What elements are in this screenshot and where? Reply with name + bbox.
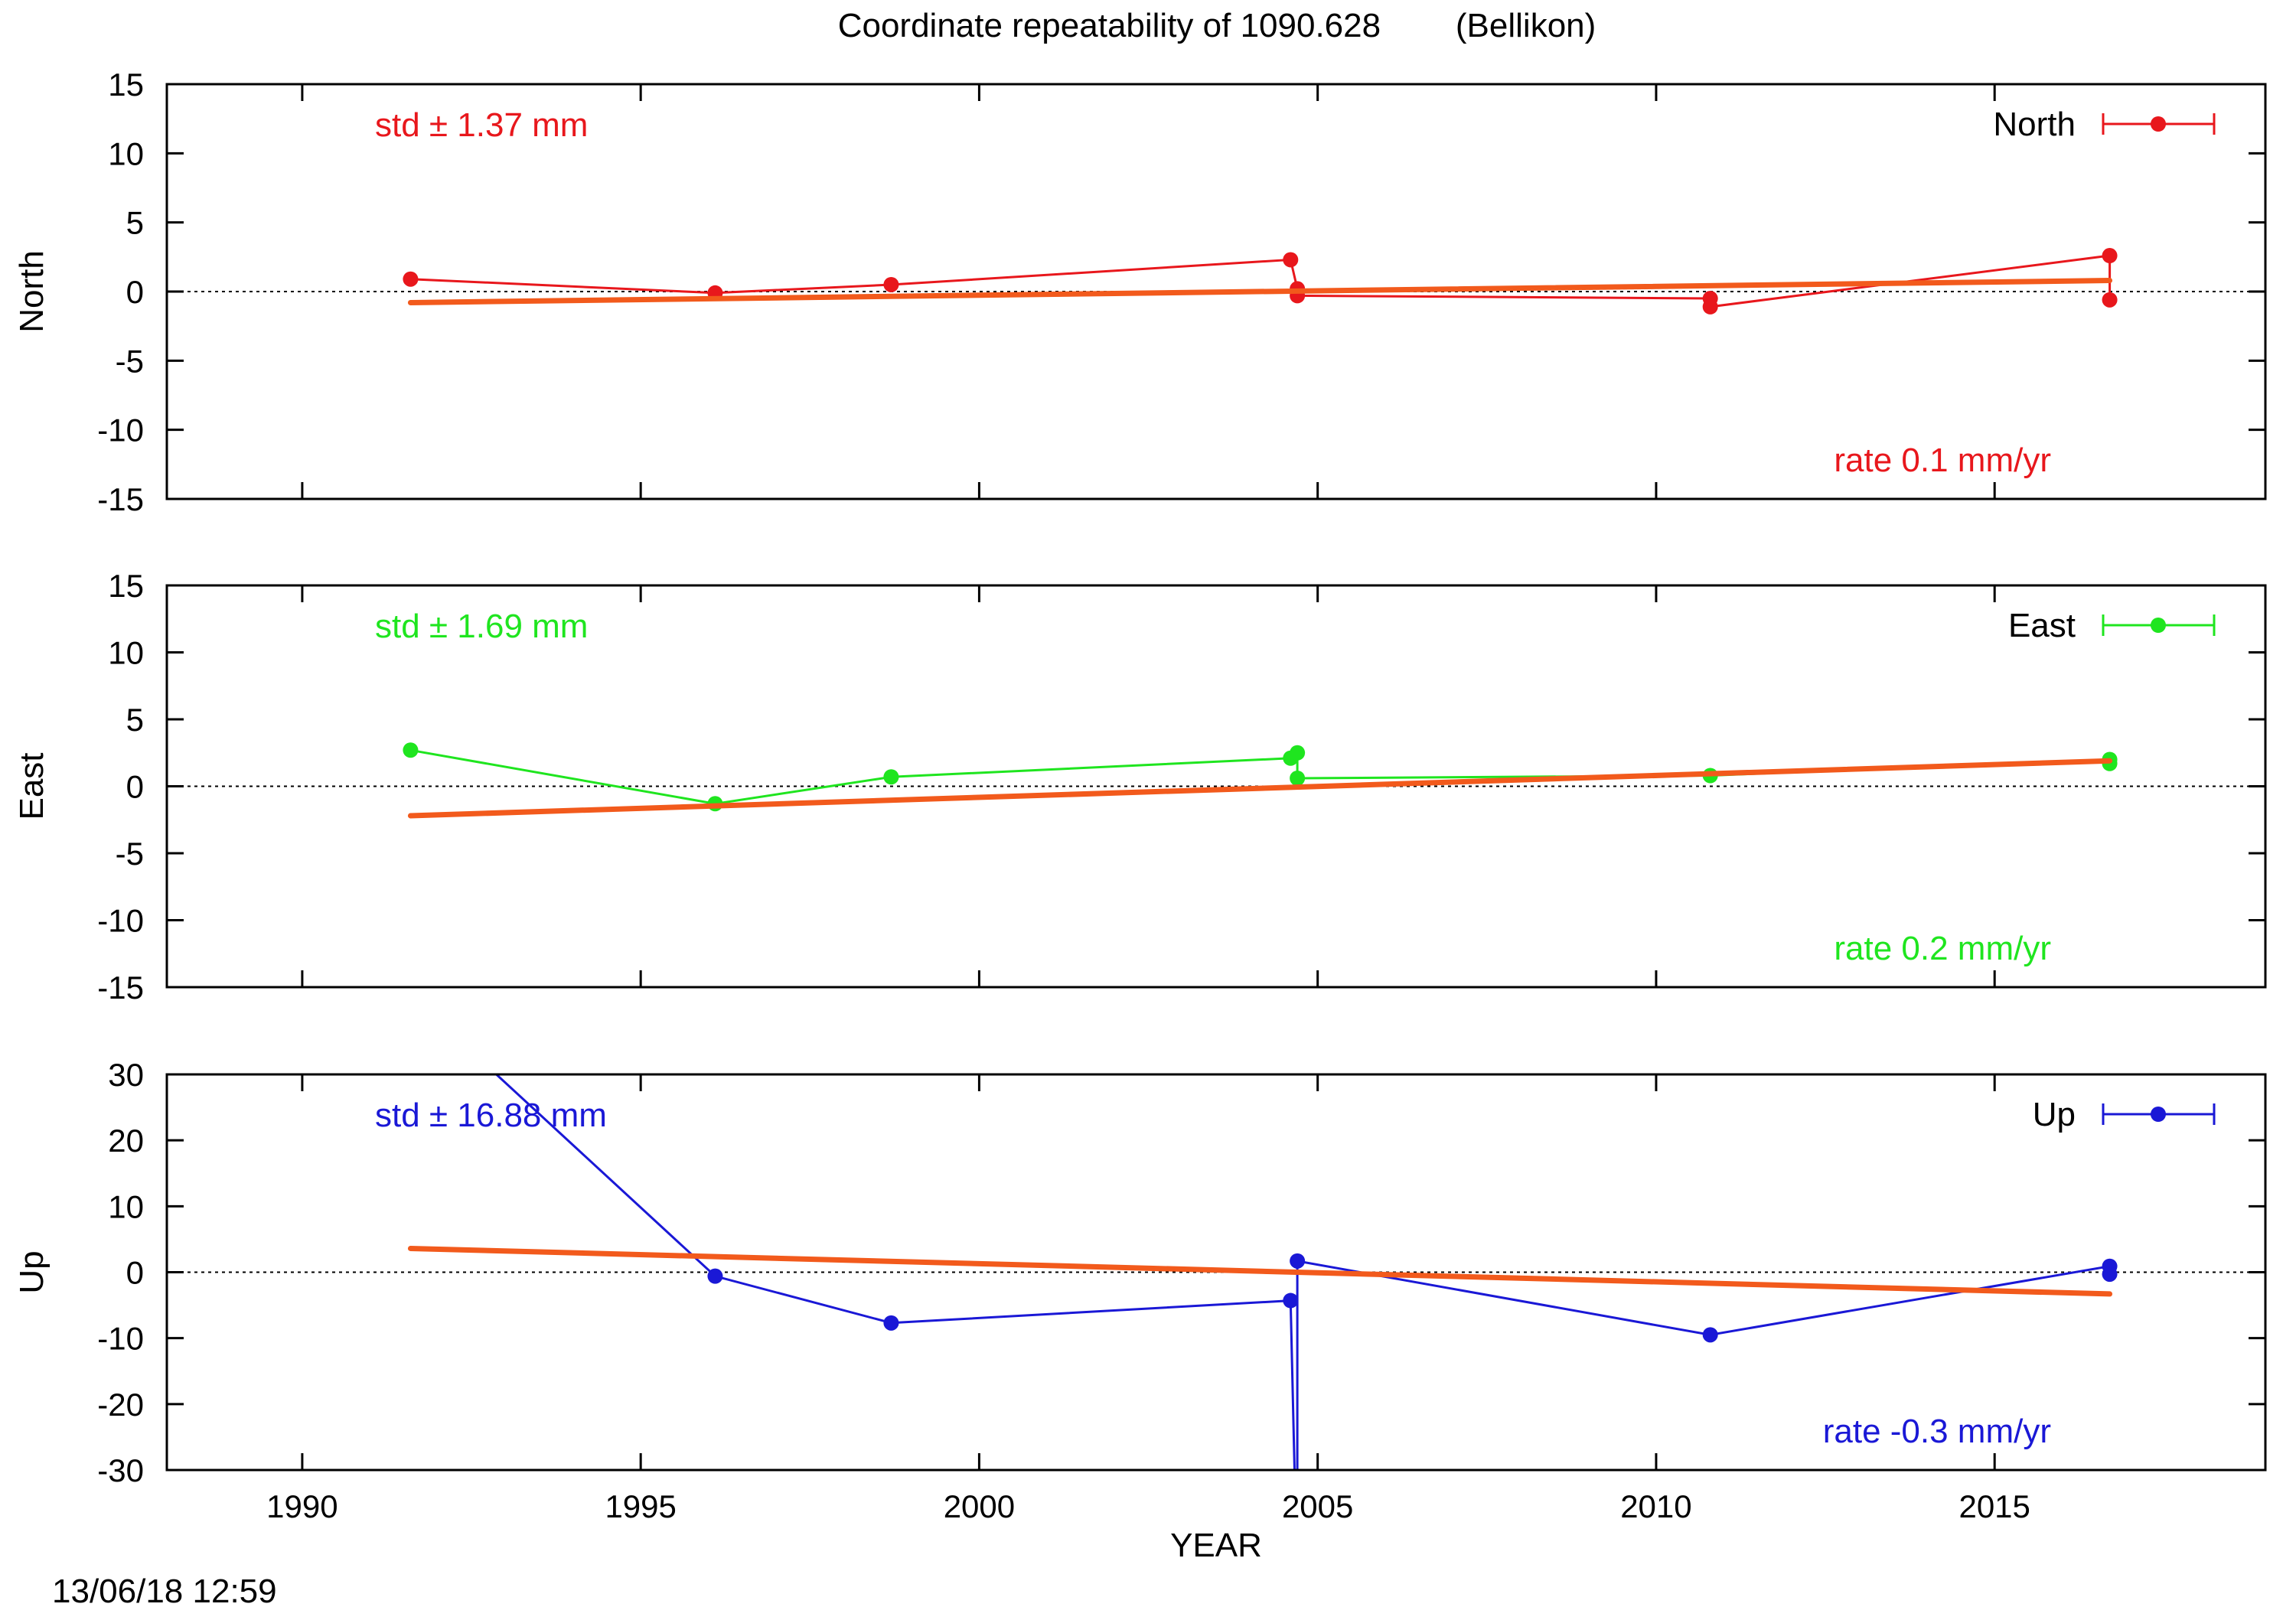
east-data-point — [1290, 745, 1306, 761]
up-xtick-label: 2000 — [944, 1488, 1015, 1524]
up-frame — [165, 1073, 2267, 1472]
north-std-annotation: std ± 1.37 mm — [375, 106, 588, 144]
north-ytick-label: 0 — [126, 274, 144, 310]
east-legend-marker — [2151, 618, 2166, 633]
up-ytick-label: 10 — [108, 1188, 144, 1224]
north-data-point — [403, 271, 419, 287]
east-ytick-label: 15 — [108, 568, 144, 604]
north-trend-line — [407, 278, 2113, 305]
east-data-point — [883, 769, 899, 785]
up-data-point — [707, 1268, 723, 1284]
north-ytick-label: -15 — [97, 481, 144, 517]
up-rate-annotation: rate -0.3 mm/yr — [1823, 1413, 2051, 1450]
up-ylabel: Up — [13, 1250, 51, 1293]
east-series-line — [410, 748, 2112, 805]
east-ytick-label: 10 — [108, 635, 144, 671]
north-rate-annotation: rate 0.1 mm/yr — [1834, 442, 2051, 479]
east-ytick-label: -15 — [97, 970, 144, 1006]
up-series-group — [403, 988, 2118, 1596]
north-data-point — [2102, 248, 2118, 264]
up-xtick-label: 2005 — [1282, 1488, 1353, 1524]
north-data-point — [2102, 292, 2118, 308]
north-ylabel: North — [13, 250, 51, 333]
up-data-point — [1290, 1581, 1305, 1596]
up-ytick-label: -30 — [97, 1452, 144, 1488]
north-data-point — [1283, 252, 1299, 268]
up-ytick-label: 20 — [108, 1123, 144, 1159]
up-xtick-label: 2015 — [1958, 1488, 2030, 1524]
up-ytick-label: -10 — [97, 1321, 144, 1357]
east-trend-line — [407, 758, 2113, 819]
up-legend-label: Up — [2033, 1096, 2076, 1133]
east-rate-annotation: rate 0.2 mm/yr — [1834, 930, 2051, 967]
east-legend-sample — [2102, 614, 2216, 636]
footer-timestamp: 13/06/18 12:59 — [52, 1573, 277, 1607]
east-data-point — [403, 742, 419, 758]
panels-group: 15 10 5 0 -5 -10 -15 North std ± 1.37 mm rate 0.1… — [13, 67, 2267, 1596]
east-ytick-label: -5 — [116, 836, 144, 872]
up-data-point — [403, 988, 418, 1003]
east-ytick-label: 5 — [126, 702, 144, 738]
north-data-point — [1702, 298, 1718, 315]
up-data-point — [2102, 1266, 2118, 1283]
north-ytick-label: -5 — [116, 343, 144, 379]
up-legend-sample — [2102, 1103, 2216, 1125]
up-xtick-label: 2010 — [1620, 1488, 1691, 1524]
north-data-point — [883, 276, 899, 292]
east-std-annotation: std ± 1.69 mm — [375, 608, 588, 645]
up-ytick-label: -20 — [97, 1387, 144, 1423]
east-ytick-label: -10 — [97, 903, 144, 939]
north-ytick-label: 10 — [108, 135, 144, 171]
north-ytick-label: -10 — [97, 412, 144, 448]
north-ytick-label: 5 — [126, 205, 144, 241]
up-ytick-label: 0 — [126, 1255, 144, 1291]
up-legend-marker — [2151, 1107, 2166, 1122]
north-legend-label: North — [1993, 106, 2076, 143]
east-panel: 15 10 5 0 -5 -10 -15 East std ± 1.69 mm rate 0.2 … — [13, 568, 2267, 1006]
east-ytick-label: 0 — [126, 769, 144, 805]
figure-title: Coordinate repeatability of 1090.628 (Be… — [838, 7, 1596, 44]
east-frame — [165, 584, 2267, 989]
x-axis-label: YEAR — [1170, 1527, 1262, 1564]
east-legend-label: East — [2008, 607, 2076, 644]
up-data-point — [883, 1315, 899, 1331]
up-std-annotation: std ± 16.88 mm — [375, 1097, 607, 1134]
north-frame — [165, 83, 2267, 500]
east-ylabel: East — [13, 752, 51, 820]
east-series-group — [403, 742, 2118, 819]
north-legend-marker — [2151, 116, 2166, 132]
up-data-point — [1283, 1292, 1299, 1309]
east-data-point — [1290, 771, 1306, 786]
north-panel: 15 10 5 0 -5 -10 -15 North std ± 1.37 mm rate 0.1… — [13, 67, 2267, 517]
up-ytick-label: 30 — [108, 1057, 144, 1093]
up-data-point — [1290, 1253, 1306, 1269]
up-xtick-label: 1995 — [605, 1488, 676, 1524]
north-series-group — [403, 248, 2118, 315]
up-trend-line — [407, 1245, 2113, 1297]
north-legend-sample — [2102, 113, 2216, 135]
north-ytick-label: 15 — [108, 67, 144, 103]
up-data-point — [1702, 1327, 1718, 1343]
up-xtick-label: 1990 — [266, 1488, 338, 1524]
